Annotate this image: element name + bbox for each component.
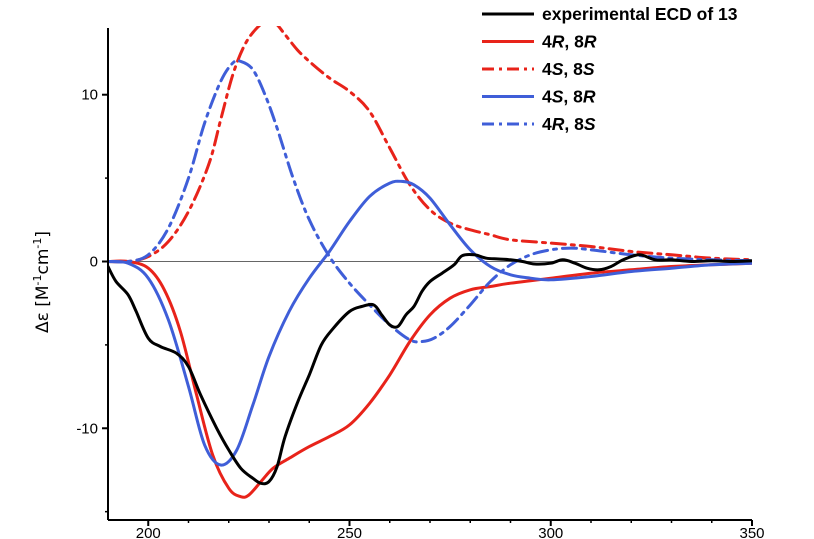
legend-item: experimental ECD of 13	[482, 4, 738, 24]
legend-label: 4S, 8R	[542, 87, 596, 107]
y-ticks: 10 0 -10	[76, 87, 108, 513]
legend-label: 4S, 8S	[542, 59, 595, 79]
y-tick-label: -10	[76, 420, 98, 437]
plot-area: 200 250 300 350 10 0 -10	[76, 26, 765, 539]
series-line-4r-8r	[108, 259, 752, 499]
series-line-4s-8s	[108, 26, 752, 264]
legend-item: 4R, 8S	[482, 114, 596, 134]
legend-label: 4R, 8S	[542, 114, 596, 134]
series-line-experimental-ecd-of-13	[108, 252, 752, 486]
x-tick-label: 200	[136, 525, 161, 539]
series-layer	[108, 26, 752, 499]
series-line-4r-8s	[108, 59, 752, 344]
legend-item: 4R, 8R	[482, 32, 597, 52]
legend: experimental ECD of 13 4R, 8R 4S, 8S 4S, 8R…	[482, 4, 738, 134]
legend-item: 4S, 8R	[482, 87, 596, 107]
y-axis-label: Δε [M-1cm-1]	[31, 231, 53, 333]
series-line-4s-8r	[108, 179, 752, 467]
legend-label: 4R, 8R	[542, 32, 597, 52]
x-tick-label: 350	[739, 525, 764, 539]
y-tick-label: 0	[90, 253, 98, 270]
y-tick-label: 10	[81, 87, 98, 104]
x-ticks: 200 250 300 350	[136, 520, 765, 539]
legend-item: 4S, 8S	[482, 59, 595, 79]
x-tick-label: 300	[538, 525, 563, 539]
x-tick-label: 250	[337, 525, 362, 539]
legend-label: experimental ECD of 13	[542, 4, 738, 24]
